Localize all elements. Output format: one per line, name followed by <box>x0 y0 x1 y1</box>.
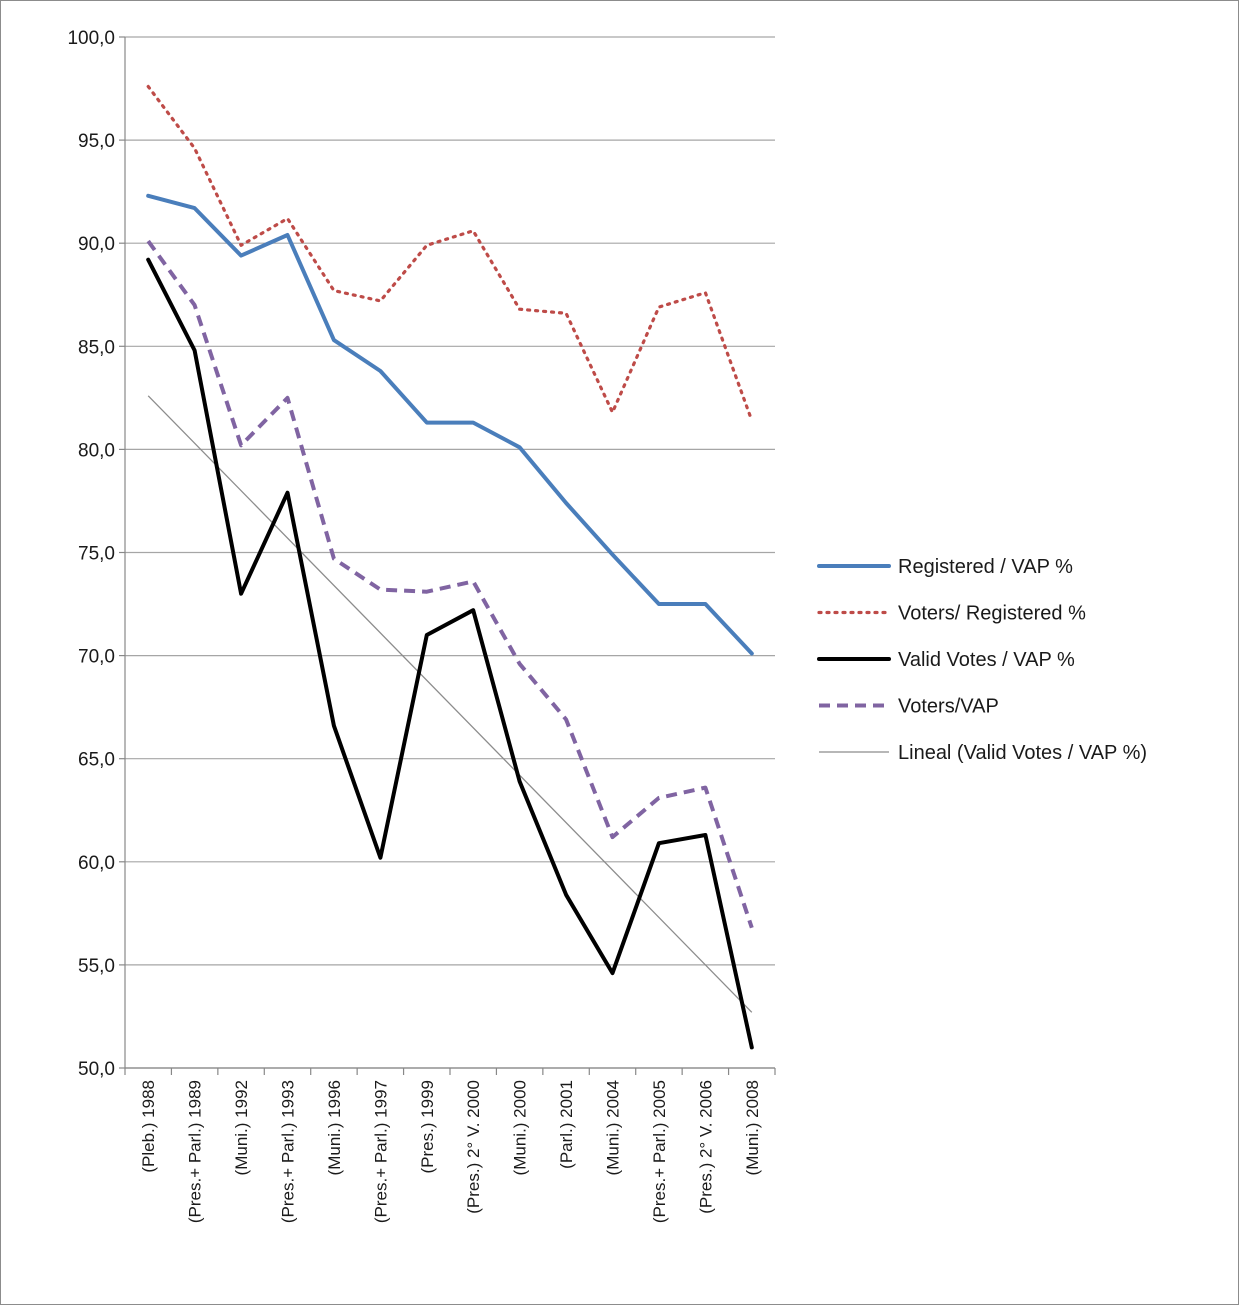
y-tick-label: 65,0 <box>78 750 115 771</box>
series-line-5 <box>147 395 753 1013</box>
x-tick-label: (Muni.) 2000 <box>511 1080 530 1175</box>
x-tick-label: (Pres.) 1999 <box>418 1080 437 1174</box>
y-tick-label: 60,0 <box>78 853 115 874</box>
x-tick-label: (Muni.) 2004 <box>604 1080 623 1175</box>
legend-label: Voters/ Registered % <box>898 603 1086 625</box>
x-tick-label: (Parl.) 2001 <box>557 1080 576 1169</box>
legend-label: Registered / VAP % <box>898 556 1073 578</box>
x-tick-label: (Muni.) 1996 <box>325 1080 344 1175</box>
series-line-4 <box>146 239 754 929</box>
series-lines <box>146 84 754 1050</box>
x-tick-label: (Pres.+ Parl.) 1989 <box>186 1080 205 1223</box>
x-tick-label: (Pres.+ Parl.) 2005 <box>650 1080 669 1223</box>
axes: 100,0 95,0 90,0 85,0 80,0 75,0 70,0 65,0 60,0 55,… <box>67 28 776 1223</box>
series-line-2 <box>146 84 754 423</box>
y-tick-label: 70,0 <box>78 647 115 668</box>
grid-lines <box>125 36 775 1069</box>
y-tick-label: 100,0 <box>67 28 115 49</box>
y-tick-label: 55,0 <box>78 956 115 977</box>
y-tick-label: 90,0 <box>78 234 115 255</box>
x-tick-label: (Muni.) 1992 <box>232 1080 251 1175</box>
x-tick-label: (Pres.+ Parl.) 1997 <box>371 1080 390 1223</box>
y-tick-label: 95,0 <box>78 131 115 152</box>
legend: Registered / VAP % Voters/ Registered % Va… <box>817 556 1147 764</box>
y-tick-label: 80,0 <box>78 440 115 461</box>
y-tick-label: 50,0 <box>78 1059 115 1080</box>
x-tick-label: (Pres.+ Parl.) 1993 <box>279 1080 298 1223</box>
legend-label: Valid Votes / VAP % <box>898 649 1075 671</box>
legend-label: Lineal (Valid Votes / VAP %) <box>898 742 1147 764</box>
x-tick-label: (Pleb.) 1988 <box>139 1080 158 1173</box>
y-tick-label: 75,0 <box>78 544 115 565</box>
x-tick-label: (Muni.) 2008 <box>743 1080 762 1175</box>
series-line-3 <box>146 257 754 1050</box>
legend-label: Voters/VAP <box>898 696 999 718</box>
x-tick-label: (Pres.) 2° V. 2006 <box>696 1080 715 1214</box>
y-tick-label: 85,0 <box>78 337 115 358</box>
x-tick-label: (Pres.) 2° V. 2000 <box>464 1080 483 1214</box>
series-line-1 <box>146 193 754 656</box>
